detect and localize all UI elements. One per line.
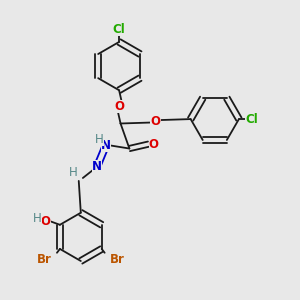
Text: N: N [92,160,102,173]
Text: O: O [149,138,159,151]
Text: Br: Br [110,253,125,266]
Text: Br: Br [37,253,52,266]
Text: Cl: Cl [245,112,258,126]
Text: H: H [69,166,78,178]
Text: O: O [151,115,160,128]
Text: H: H [33,212,42,225]
Text: O: O [115,100,125,113]
Text: H: H [95,133,104,146]
Text: Cl: Cl [113,23,125,36]
Text: O: O [41,215,51,228]
Text: N: N [101,139,111,152]
